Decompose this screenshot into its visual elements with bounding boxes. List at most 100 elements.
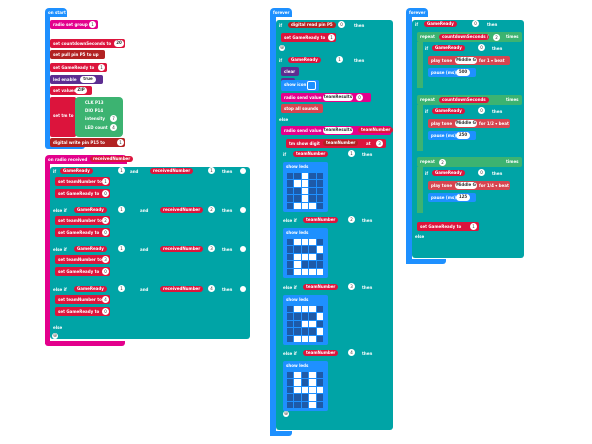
led-cell[interactable] xyxy=(316,268,323,275)
set-gameready-block[interactable]: set GameReady to xyxy=(55,228,110,237)
led-cell[interactable] xyxy=(287,202,294,209)
led-enable-block[interactable]: led enable xyxy=(50,75,103,84)
led-cell[interactable] xyxy=(301,261,309,268)
led-cell[interactable] xyxy=(309,246,316,253)
led-cell[interactable] xyxy=(316,173,323,180)
led-cell[interactable] xyxy=(309,268,316,275)
show-icon-block[interactable]: show icon xyxy=(281,80,319,91)
pause-value[interactable]: 500 xyxy=(456,69,470,76)
led-cell[interactable] xyxy=(309,306,316,313)
led-cell[interactable] xyxy=(316,401,323,408)
gameready-var[interactable]: GameReady xyxy=(288,57,321,63)
led-cell[interactable] xyxy=(287,173,294,180)
led-cell[interactable] xyxy=(309,320,316,328)
intensity-value[interactable]: 7 xyxy=(110,115,117,122)
led-cell[interactable] xyxy=(301,379,309,386)
clear-block[interactable]: clear xyxy=(281,67,299,76)
led-cell[interactable] xyxy=(316,180,323,187)
received-number-var[interactable]: receivedNumber xyxy=(160,207,204,213)
gameready-value[interactable]: 1 xyxy=(98,64,105,71)
team-number-var[interactable]: teamNumber xyxy=(303,350,339,356)
digital-write-value[interactable]: 1 xyxy=(117,139,124,146)
led-cell[interactable] xyxy=(287,253,294,261)
team-number-var[interactable]: teamNumber xyxy=(358,127,394,133)
stop-all-sounds-block[interactable]: stop all sounds xyxy=(281,104,323,113)
led-cell[interactable] xyxy=(287,313,294,320)
led-cell[interactable] xyxy=(316,328,323,335)
received-number-var[interactable]: receivedNumber xyxy=(160,286,204,292)
eq-left-val[interactable]: 1 xyxy=(118,167,125,174)
led-cell[interactable] xyxy=(316,320,323,328)
led-cell[interactable] xyxy=(301,320,309,328)
div-value[interactable]: 2 xyxy=(493,34,500,41)
received-number-var[interactable]: receivedNumber xyxy=(160,246,204,252)
team-number-eq-val[interactable]: 2 xyxy=(348,216,355,223)
led-cell[interactable] xyxy=(301,328,309,335)
led-cell[interactable] xyxy=(287,386,294,394)
gameready-var[interactable]: GameReady xyxy=(432,170,465,176)
led-cell[interactable] xyxy=(309,386,316,394)
countdown-var[interactable]: countdownSeconds xyxy=(439,34,489,40)
gameready-eq-val[interactable]: 0 xyxy=(472,20,479,27)
led-cell[interactable] xyxy=(287,239,294,246)
led-cell[interactable] xyxy=(294,268,301,275)
note-value[interactable]: Middle G xyxy=(455,182,477,189)
led-cell[interactable] xyxy=(294,335,301,342)
led-cell[interactable] xyxy=(294,394,301,401)
eq-right-val[interactable]: 3 xyxy=(208,245,215,252)
gameready-var[interactable]: GameReady xyxy=(424,21,457,27)
gameready-eq-val[interactable]: 0 xyxy=(478,44,485,51)
led-cell[interactable] xyxy=(287,379,294,386)
set-gameready-block[interactable]: set GameReady to xyxy=(55,189,110,198)
led-cell[interactable] xyxy=(287,246,294,253)
led-cell[interactable] xyxy=(316,335,323,342)
gameready-var[interactable]: GameReady xyxy=(74,207,107,213)
gameready-var[interactable]: GameReady xyxy=(74,286,107,292)
led-matrix[interactable] xyxy=(286,172,324,210)
repeat-times-value[interactable]: 2 xyxy=(439,159,446,166)
add-branch-button[interactable]: ⊕ xyxy=(52,333,58,339)
countdown-var[interactable]: countdownSeconds xyxy=(439,97,489,103)
on-radio-hat[interactable]: on radio received xyxy=(45,155,127,164)
led-cell[interactable] xyxy=(294,379,301,386)
led-cell[interactable] xyxy=(316,306,323,313)
led-cell[interactable] xyxy=(309,202,316,209)
led-cell[interactable] xyxy=(309,335,316,342)
tm-show-team-number[interactable]: teamNumber xyxy=(323,140,359,146)
led-cell[interactable] xyxy=(309,195,316,202)
led-enable-value[interactable]: true xyxy=(80,76,96,83)
team-number-value[interactable]: 4 xyxy=(102,296,109,303)
gameready-eq-val[interactable]: 1 xyxy=(336,56,343,63)
team-number-var[interactable]: teamNumber xyxy=(303,284,339,290)
led-cell[interactable] xyxy=(294,261,301,268)
set-values-block[interactable]: set values xyxy=(50,86,92,95)
led-cell[interactable] xyxy=(301,335,309,342)
led-cell[interactable] xyxy=(309,379,316,386)
inner-if[interactable] xyxy=(423,169,515,211)
led-matrix[interactable] xyxy=(286,371,324,409)
note-value[interactable]: Middle G xyxy=(455,120,477,127)
led-cell[interactable] xyxy=(301,394,309,401)
led-cell[interactable] xyxy=(287,268,294,275)
led-cell[interactable] xyxy=(294,313,301,320)
set-team-number-block[interactable]: set teamNumber to xyxy=(55,255,110,264)
gameready-var[interactable]: GameReady xyxy=(432,45,465,51)
led-cell[interactable] xyxy=(287,180,294,187)
minus-button[interactable] xyxy=(240,246,246,252)
group-value[interactable]: 1 xyxy=(89,21,96,28)
set-gameready-value[interactable]: 1 xyxy=(328,34,335,41)
received-number-param[interactable]: receivedNumber xyxy=(90,156,134,162)
led-cell[interactable] xyxy=(294,202,301,209)
led-cell[interactable] xyxy=(309,328,316,335)
pause-value[interactable]: 125 xyxy=(456,194,470,201)
eq-right-val[interactable]: 2 xyxy=(208,206,215,213)
led-cell[interactable] xyxy=(309,372,316,379)
led-cell[interactable] xyxy=(294,328,301,335)
add-button[interactable]: ⊕ xyxy=(279,45,285,51)
led-cell[interactable] xyxy=(294,246,301,253)
led-cell[interactable] xyxy=(309,239,316,246)
minus-button[interactable] xyxy=(240,286,246,292)
gameready-value[interactable]: 0 xyxy=(102,229,109,236)
led-cell[interactable] xyxy=(309,313,316,320)
led-cell[interactable] xyxy=(294,401,301,408)
